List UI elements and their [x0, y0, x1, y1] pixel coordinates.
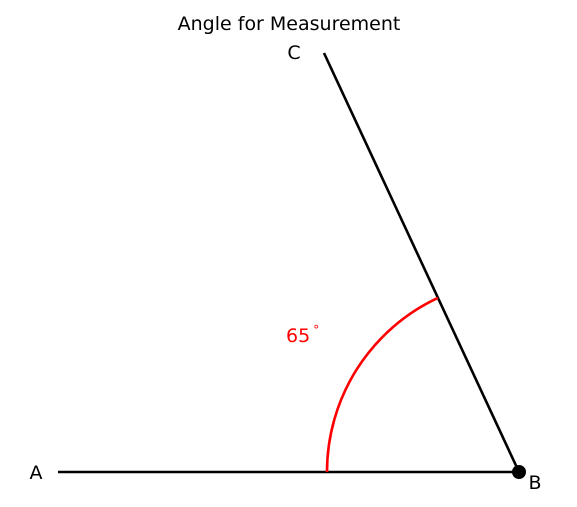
- degree-symbol: °: [313, 323, 319, 337]
- ray-bc: [322, 52, 521, 473]
- angle-arc: [325, 296, 439, 473]
- angle-measure-label: 65 °: [286, 323, 319, 347]
- vertex-point-b: [512, 465, 526, 479]
- point-label-b: B: [528, 472, 541, 494]
- angle-value: 65: [286, 325, 310, 347]
- point-label-a: A: [30, 462, 43, 484]
- diagram-title: Angle for Measurement: [178, 13, 401, 35]
- point-label-c: C: [287, 42, 300, 64]
